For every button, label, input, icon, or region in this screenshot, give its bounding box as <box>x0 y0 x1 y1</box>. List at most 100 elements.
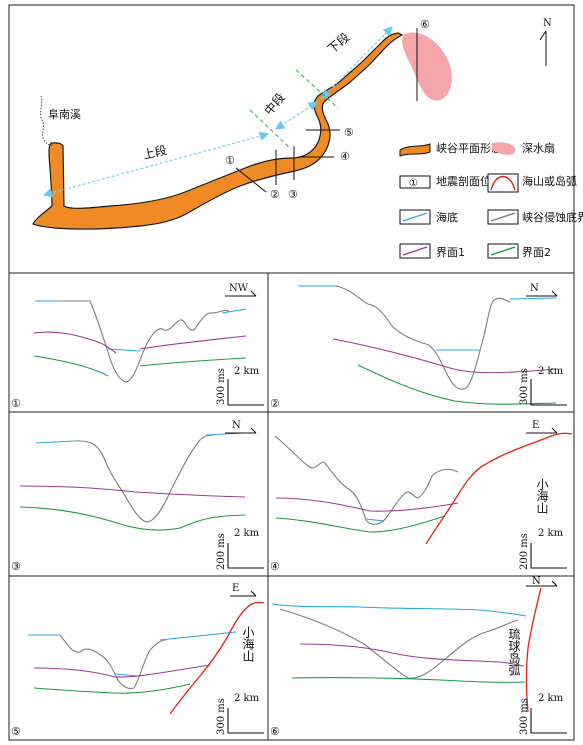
svg-text:300 ms: 300 ms <box>216 368 227 405</box>
svg-text:2 km: 2 km <box>538 693 564 704</box>
segment-upper-label: 上段 <box>142 142 169 162</box>
svg-text:300 ms: 300 ms <box>519 368 530 405</box>
interface1-line <box>19 485 246 498</box>
panel-number: ② <box>270 397 280 410</box>
seafloor-line <box>509 297 557 300</box>
scale-bar: 2 km 200 ms <box>216 528 264 570</box>
seafloor-line <box>271 603 527 617</box>
interface2-line <box>33 683 191 694</box>
svg-text:200 ms: 200 ms <box>216 533 227 570</box>
svg-text:2 km: 2 km <box>234 693 260 704</box>
svg-text:海山或岛弧: 海山或岛弧 <box>522 174 577 188</box>
panel-frame <box>267 575 575 741</box>
interface1-line <box>139 335 247 350</box>
erosion-boundary-line <box>73 434 215 523</box>
guide-arrow-middle <box>274 101 319 130</box>
seamount-line <box>425 432 573 545</box>
island-arc-line <box>525 587 542 713</box>
svg-text:N: N <box>532 576 541 587</box>
panel-frame <box>8 575 269 741</box>
direction-arrow: E <box>230 583 257 597</box>
river-line <box>40 95 55 146</box>
segment-divider-2 <box>295 69 339 109</box>
svg-text:N: N <box>232 420 241 431</box>
north-arrow-map: N <box>539 18 552 66</box>
profile-num-6: ⑥ <box>420 18 430 31</box>
interface2-line <box>357 364 557 405</box>
segment-lower-label: 下段 <box>324 29 352 56</box>
svg-text:峡谷平面形态: 峡谷平面形态 <box>436 141 502 155</box>
interface2-line <box>275 515 446 533</box>
map-panel: 阜南溪 上段 中段 下段 ① ② ③ ④ ⑤ ⑥ N <box>8 4 583 274</box>
seamount-line <box>169 601 265 715</box>
interface1-line <box>332 338 557 374</box>
scale-bar: 2 km 300 ms <box>519 693 567 735</box>
interface2-line <box>139 357 247 367</box>
scale-bar: 2 km 300 ms <box>216 693 264 735</box>
legend-seamount: 海山或岛弧 <box>487 173 577 193</box>
island-arc-label: 琉球岛弧 <box>507 628 521 676</box>
seamount-label: 小海山 <box>535 478 549 514</box>
svg-text:海底: 海底 <box>436 210 458 224</box>
profile-line-1 <box>235 167 267 193</box>
svg-text:界面1: 界面1 <box>436 246 465 259</box>
interface2-line <box>291 677 526 683</box>
segment-middle-label: 中段 <box>261 90 288 118</box>
erosion-boundary-line <box>274 435 459 525</box>
svg-text:300 ms: 300 ms <box>216 698 227 735</box>
direction-arrow: NW <box>225 283 257 297</box>
guide-arrow-upper <box>42 131 270 198</box>
svg-text:①: ① <box>409 178 418 189</box>
interface1-line <box>33 331 117 354</box>
profile-num-5: ⑤ <box>344 126 354 139</box>
profile-num-1: ① <box>225 154 235 167</box>
profile-num-3: ③ <box>288 188 298 201</box>
svg-text:300 ms: 300 ms <box>519 698 530 735</box>
svg-text:200 ms: 200 ms <box>519 533 530 570</box>
direction-arrow: N <box>526 283 558 297</box>
legend: 峡谷平面形态 深水扇 ① 地震剖面位置 海山或岛弧 海底 <box>399 141 583 259</box>
legend-profile: ① 地震剖面位置 <box>399 174 502 189</box>
map-frame <box>8 4 575 274</box>
guide-arrow-lower <box>321 26 393 99</box>
legend-erosion: 峡谷侵蚀底界 <box>487 209 583 225</box>
svg-text:地震剖面位置: 地震剖面位置 <box>436 174 502 188</box>
panel-number: ① <box>11 397 21 410</box>
svg-text:2 km: 2 km <box>234 366 260 377</box>
seafloor-line <box>221 308 247 314</box>
panel-number: ⑤ <box>11 725 21 738</box>
erosion-boundary-line <box>59 634 167 690</box>
seamount-label: 小海山 <box>241 626 255 662</box>
legend-interface2: 界面2 <box>487 243 551 259</box>
erosion-boundary-line <box>279 608 519 679</box>
deep-water-fan <box>402 32 452 101</box>
erosion-boundary-line <box>334 285 511 390</box>
svg-text:N: N <box>543 18 552 29</box>
profile-panel-6: 琉球岛弧 N 2 km 300 ms ⑥ <box>267 575 575 741</box>
legend-interface1: 界面1 <box>399 243 465 259</box>
interface1-line <box>299 643 525 667</box>
panel-number: ⑥ <box>270 725 280 738</box>
svg-text:N: N <box>530 283 539 294</box>
river-label: 阜南溪 <box>48 108 81 121</box>
scale-bar: 2 km 300 ms <box>216 366 264 406</box>
profile-panel-2: N 2 km 300 ms ② <box>267 272 575 413</box>
profile-panel-1: NW 2 km 300 ms ① <box>8 272 269 413</box>
svg-text:界面2: 界面2 <box>522 246 551 259</box>
interface1-line <box>33 664 211 678</box>
svg-text:E: E <box>232 583 239 594</box>
interface2-line <box>19 506 246 531</box>
profile-panel-4: 小海山 E 2 km 200 ms ④ <box>267 411 575 577</box>
legend-fan: 深水扇 <box>492 141 555 155</box>
erosion-boundary-line <box>60 300 231 383</box>
legend-canyon: 峡谷平面形态 <box>399 141 502 157</box>
profile-panel-5: 小海山 E 2 km 300 ms ⑤ <box>8 575 269 741</box>
scale-bar: 2 km 300 ms <box>519 366 567 406</box>
profile-num-4: ④ <box>340 150 350 163</box>
svg-text:深水扇: 深水扇 <box>522 141 555 155</box>
scale-bar: 2 km 200 ms <box>519 528 567 570</box>
seafloor-line <box>159 631 237 641</box>
seafloor-line <box>115 673 137 677</box>
legend-seafloor: 海底 <box>399 209 458 225</box>
